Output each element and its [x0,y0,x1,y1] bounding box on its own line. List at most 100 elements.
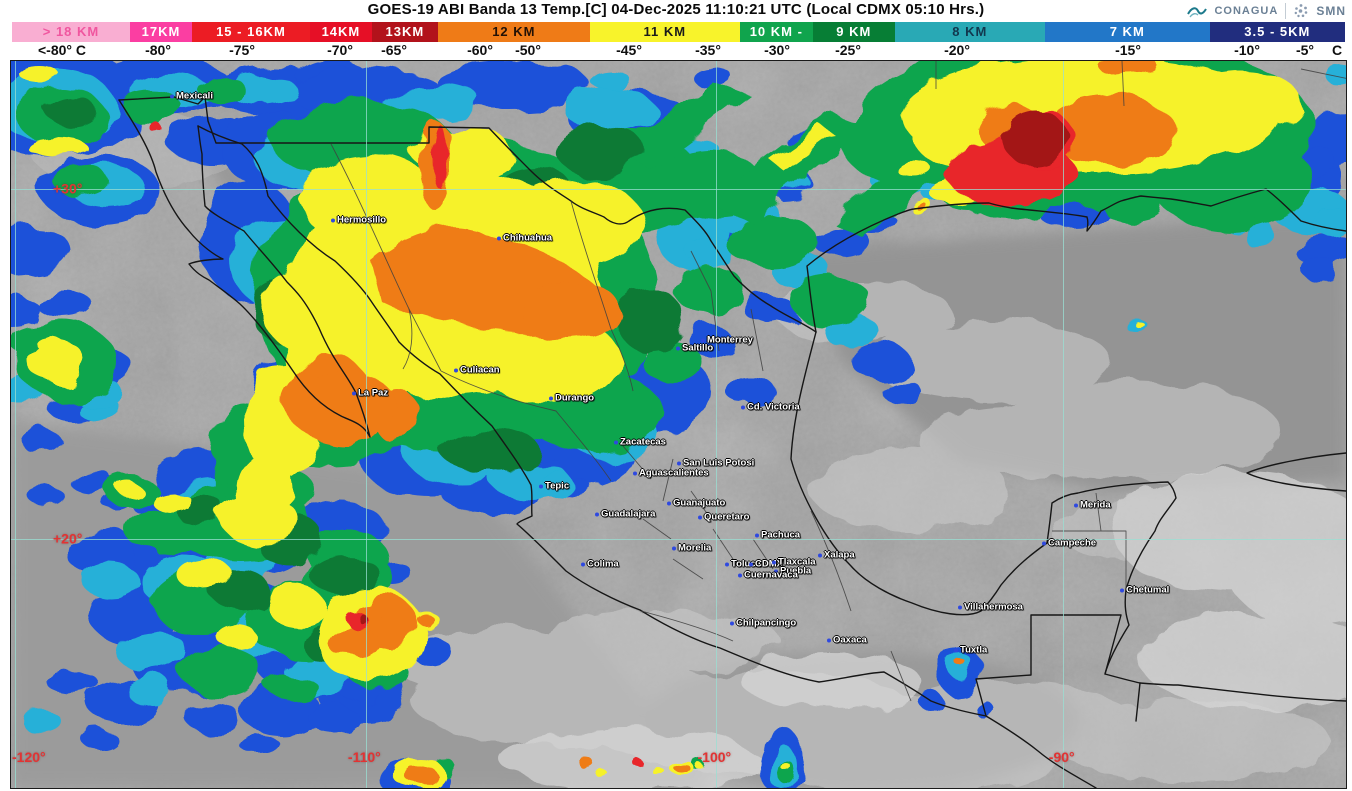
height-scale-bar: > 18 KM 17KM 15 - 16KM 14KM 13KM 12 KM 11 KM 10… [12,22,1345,42]
city-dot-icon [497,236,501,240]
city-name: Chetumal [1126,584,1170,596]
graticule-meridian [716,61,717,788]
legend-segment: 12 KM [437,22,590,42]
legend-segment: 11 KM [589,22,740,42]
city-dot-icon [958,605,962,609]
temp-tick: -25° [835,42,861,58]
city-name: Cd. Victoria [747,401,800,413]
city-label: Durango [549,393,594,404]
city-dot-icon [454,368,458,372]
city-name: Morelia [678,542,712,554]
city-name: Guadalajara [601,508,656,520]
legend-segment: 10 KM - [739,22,813,42]
city-label: Chihuahua [497,233,552,244]
legend-segment: 7 KM [1044,22,1210,42]
city-label: Chetumal [1120,585,1169,596]
city-dot-icon [954,648,958,652]
city-dot-icon [549,396,553,400]
city-label: Aguascalientes [633,468,709,479]
city-label: Toluca [725,559,761,570]
city-label: Chilpancingo [730,618,796,629]
city-dot-icon [331,218,335,222]
city-name: Merida [1080,499,1111,511]
city-label: Zacatecas [614,437,666,448]
city-name: Tuxtla [960,644,988,656]
city-name: Tlaxcala [778,556,816,568]
city-name: Guanajuato [673,497,726,509]
temp-tick: -30° [764,42,790,58]
city-name: Villahermosa [964,601,1023,613]
legend-segment: > 18 KM [12,22,130,42]
city-label: Xalapa [818,550,855,561]
city-dot-icon [170,94,174,98]
city-label: Tepic [539,481,569,492]
city-dot-icon [672,546,676,550]
city-name: Hermosillo [337,214,387,226]
legend-segment: 13KM [371,22,438,42]
city-dot-icon [698,515,702,519]
city-name: CDMX [755,558,783,570]
city-label: Colima [581,559,619,570]
graticule-meridian [366,61,367,788]
temp-scale-row: <-80° C -80° -75° -70° -65° -60° -50° -45° -35° -… [0,42,1352,60]
city-name: Tepic [545,480,570,492]
graticule-meridian [1063,61,1064,788]
city-dot-icon [676,346,680,350]
legend-segment: 17KM [129,22,192,42]
city-dot-icon [1042,541,1046,545]
conagua-logo: CONAGUA [1214,5,1279,17]
city-name: Queretaro [704,511,750,523]
city-label: Pachuca [755,530,800,541]
graticule-meridian [15,61,16,788]
temp-tick: -60° [467,42,493,58]
city-label: CDMX [749,559,783,570]
city-label: Guanajuato [667,498,725,509]
graticule-parallel [11,539,1346,540]
city-label: Morelia [672,543,711,554]
city-dot-icon [667,501,671,505]
temp-tick: C [1331,42,1343,58]
city-dot-icon [749,562,753,566]
city-name: Oaxaca [833,634,867,646]
city-dot-icon [741,405,745,409]
latitude-label: +30° [53,180,83,197]
city-dot-icon [774,569,778,573]
temp-tick: -35° [695,42,721,58]
satellite-map: -120° -110° -100° -90° +30° +20° Mexicali Hermo… [10,60,1347,789]
city-label: Cd. Victoria [741,402,800,413]
city-dot-icon [1120,588,1124,592]
city-dot-icon [755,533,759,537]
city-name: Campeche [1048,537,1097,549]
city-label: Puebla [774,566,811,577]
city-label: Guadalajara [595,509,655,520]
city-label: Tlaxcala [772,557,816,568]
city-dot-icon [738,573,742,577]
city-dot-icon [772,560,776,564]
city-name: San Luis Potosi [683,457,755,469]
latitude-label: +20° [53,530,83,547]
temp-tick: -5° [1295,42,1315,58]
map-overlay: -120° -110° -100° -90° +30° +20° Mexicali Hermo… [11,61,1346,788]
city-dot-icon [827,638,831,642]
city-label: Campeche [1042,538,1096,549]
city-dot-icon [539,484,543,488]
temp-tick: -75° [229,42,255,58]
longitude-label: -90° [1048,749,1075,765]
page-title: GOES-19 ABI Banda 13 Temp.[C] 04-Dec-202… [367,1,985,18]
city-label: Tuxtla [954,645,987,656]
city-dot-icon [701,338,705,342]
city-name: Xalapa [824,549,855,561]
longitude-label: -100° [697,749,732,765]
city-name: Puebla [780,565,812,577]
smn-swirl-icon [1294,4,1308,18]
city-name: Zacatecas [620,436,666,448]
city-name: Toluca [731,558,761,570]
temp-tick: <-80° C [37,42,87,58]
legend-segment: 14KM [309,22,372,42]
city-label: Merida [1074,500,1111,511]
satellite-image [11,61,1346,788]
city-label: Oaxaca [827,635,867,646]
temp-tick: -10° [1234,42,1260,58]
smn-logo: SMN [1316,4,1346,18]
city-dot-icon [581,562,585,566]
